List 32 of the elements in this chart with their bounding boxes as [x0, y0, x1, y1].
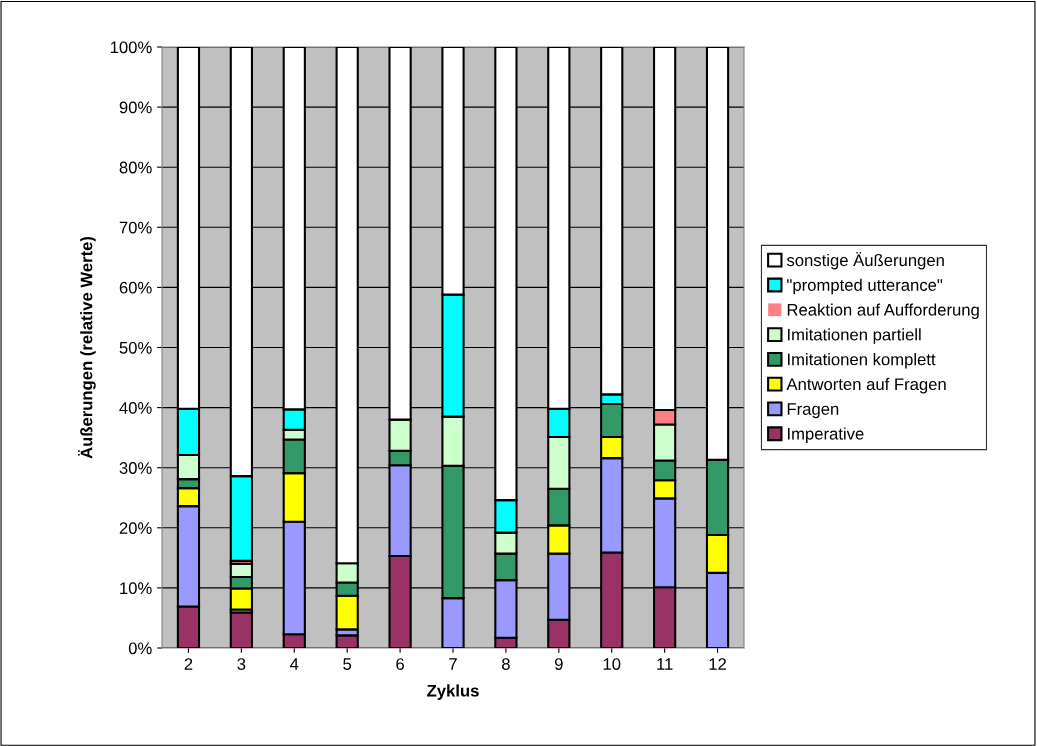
x-tick-label: 11 — [657, 658, 673, 670]
legend-label: sonstige Äußerungen — [786, 252, 944, 270]
x-tick-label: 4 — [290, 658, 299, 670]
legend-label: Imitationen partiell — [788, 328, 921, 344]
y-tick-label: 0% — [128, 642, 152, 655]
x-tick-label: 6 — [396, 658, 404, 670]
y-tick-label: 10% — [120, 582, 152, 595]
y-tick-label: 50% — [119, 341, 152, 354]
y-tick-label: 60% — [119, 281, 152, 294]
x-tick-label: 10 — [603, 658, 621, 670]
x-tick-label: 7 — [449, 658, 457, 670]
x-tick-label: 3 — [237, 658, 246, 670]
legend-label: "prompted utterance" — [787, 278, 943, 295]
y-tick-label: 70% — [119, 221, 152, 234]
x-tick-label: 2 — [184, 658, 193, 670]
x-axis-title: Zyklus — [427, 684, 479, 700]
y-tick-label: 100% — [110, 41, 152, 54]
y-tick-label: 90% — [119, 101, 152, 114]
x-tick-label: 12 — [709, 658, 726, 670]
legend-label: Antworten auf Fragen — [786, 377, 946, 394]
y-axis-title: Äußerungen (relative Werte) — [78, 236, 96, 459]
legend-label: Reaktion auf Aufforderung — [787, 303, 979, 320]
legend-label: Imitationen komplett — [788, 353, 936, 369]
x-tick-label: 9 — [554, 658, 563, 670]
legend-label: Imperative — [788, 427, 864, 443]
y-tick-label: 80% — [119, 161, 152, 174]
x-tick-label: 5 — [343, 658, 352, 670]
y-tick-label: 20% — [119, 522, 152, 534]
y-tick-label: 30% — [119, 462, 152, 474]
legend-label: Fragen — [787, 403, 839, 419]
x-tick-label: 8 — [502, 658, 510, 670]
y-tick-label: 40% — [119, 402, 152, 414]
